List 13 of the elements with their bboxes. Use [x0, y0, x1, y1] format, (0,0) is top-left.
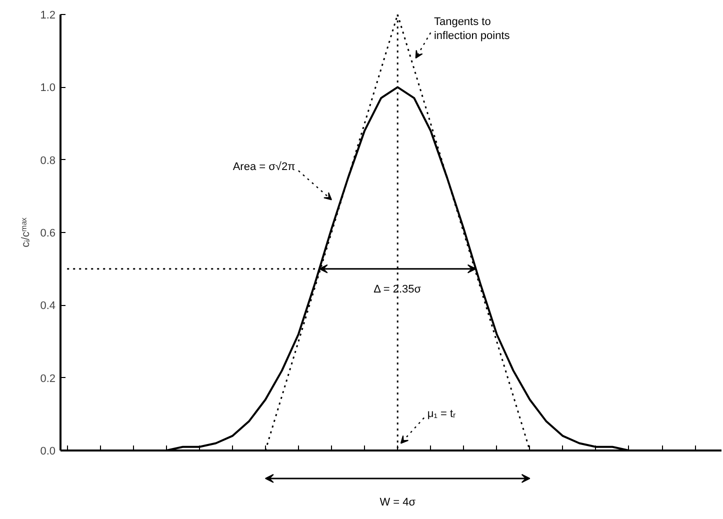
y-tick-label: 0.8	[40, 154, 56, 167]
y-tick-label: 0.6	[40, 228, 56, 240]
y-axis-title: cᵢ/cᵐᵃˣ	[20, 217, 32, 248]
annotation: Δ = 2.35σ	[374, 283, 422, 296]
annotation: Tangents to inflection points	[434, 16, 510, 42]
annotation: Area = σ√2π	[232, 161, 296, 174]
y-tick-label: 0.4	[40, 300, 56, 312]
text: W = 4σ	[380, 496, 416, 508]
y-tick-label: 1.0	[40, 82, 56, 94]
annotation: μ₁ = tᵣ	[427, 408, 456, 420]
y-tick-label: 0.0	[40, 446, 56, 458]
y-tick-label: 1.2	[40, 10, 56, 22]
y-tick-label: 0.2	[40, 372, 56, 385]
